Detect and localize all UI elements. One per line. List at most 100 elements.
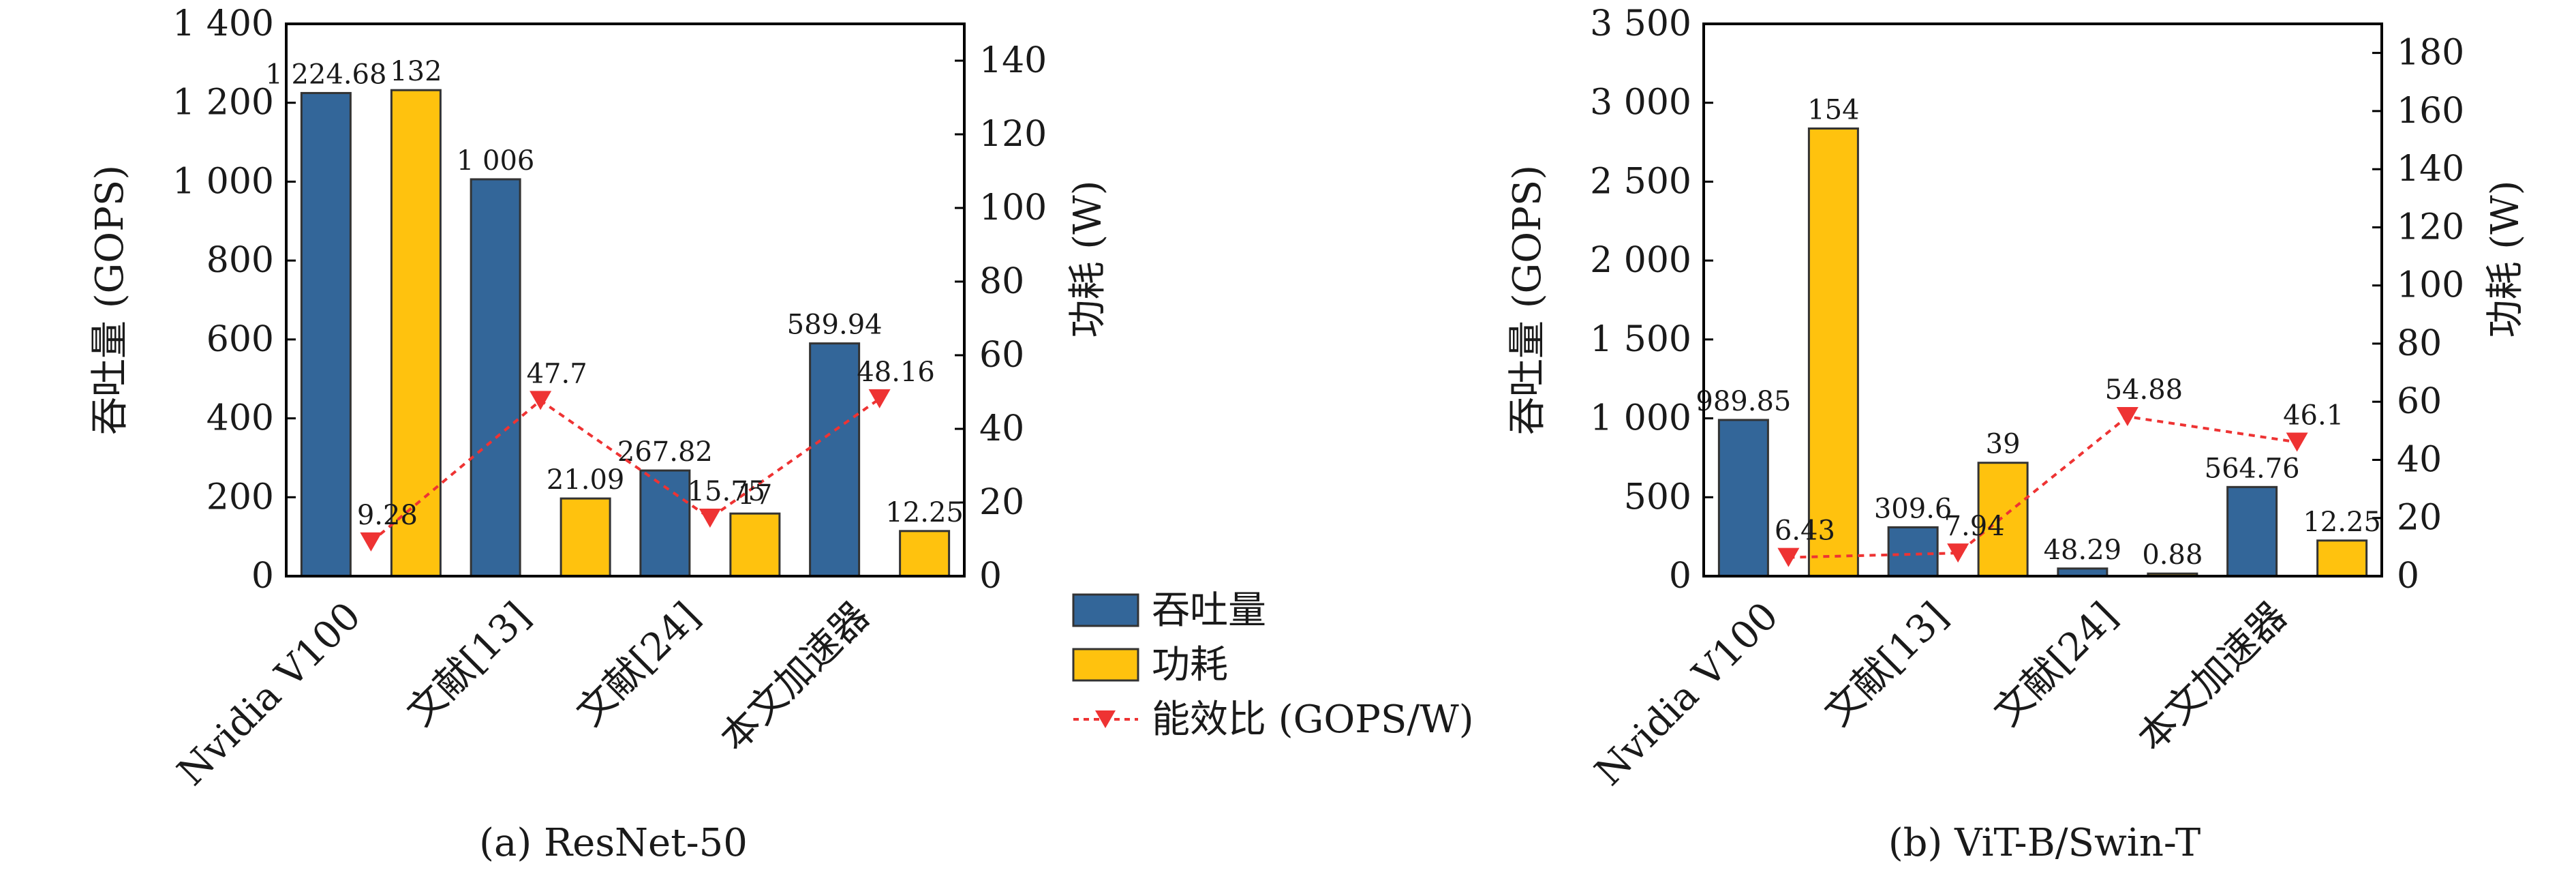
bar-throughput: [2226, 485, 2278, 578]
marker-efficiency: [360, 532, 382, 552]
y2-axis-label: 功耗 (W): [1066, 180, 1110, 338]
legend-label-efficiency: 能效比 (GOPS/W): [1152, 698, 1474, 742]
plot-frame: [1702, 22, 2383, 578]
x-tick-label: 本文加速器: [712, 594, 878, 760]
y2-tick-label: 80: [979, 261, 1024, 302]
y-tick-label: 1 000: [1590, 398, 1691, 439]
y2-tick-label: 80: [2397, 323, 2442, 364]
y2-tick-label: 60: [979, 335, 1024, 376]
legend-label-power: 功耗: [1152, 643, 1228, 687]
y-tick-label: 200: [206, 477, 274, 518]
y2-tick-label: 140: [2397, 149, 2464, 190]
bar-power: [729, 512, 781, 578]
legend-swatch-power: [1072, 648, 1139, 682]
data-label-efficiency: 47.7: [527, 358, 587, 389]
plot-frame: [285, 22, 966, 578]
y-tick-label: 600: [206, 319, 274, 360]
marker-efficiency: [1777, 548, 1800, 567]
bar-throughput: [1887, 526, 1939, 578]
data-label-efficiency: 48.16: [857, 357, 935, 388]
y-tick-label: 1 000: [172, 161, 274, 202]
data-label-throughput: 589.94: [787, 310, 883, 341]
bar-throughput: [300, 91, 352, 578]
data-label-efficiency: 9.28: [357, 500, 418, 531]
chart-panel-resnet50: 0 200 400 600 800 1 000 1 200 1 400 0 20 40 60 80 100…: [88, 3, 1110, 865]
y2-tick-label: 160: [2397, 91, 2464, 132]
line-efficiency: [1788, 415, 2297, 559]
data-label-throughput: 989.85: [1696, 386, 1791, 417]
y2-tick-label: 20: [979, 482, 1024, 523]
bar-throughput: [1717, 419, 1769, 578]
data-label-throughput: 1 224.68: [265, 59, 386, 90]
panel-caption: (b) ViT-B/Swin-T: [1888, 821, 2201, 865]
x-tick-label: Nvidia V100: [169, 594, 369, 794]
bar-power: [559, 497, 611, 578]
y2-axis-label: 功耗 (W): [2483, 180, 2528, 338]
y-tick-label: 400: [206, 398, 274, 439]
x-tick-label: 本文加速器: [2130, 594, 2296, 760]
x-tick-label: 文献[13]: [1816, 594, 1957, 734]
y-tick-label: 800: [206, 240, 274, 281]
bar-power: [2316, 539, 2368, 578]
y2-tick-label: 100: [2397, 265, 2464, 306]
data-label-power: 132: [390, 56, 442, 87]
data-label-power: 12.25: [2303, 507, 2381, 538]
y2-tick-label: 100: [979, 188, 1047, 228]
x-tick-label: Nvidia V100: [1586, 594, 1787, 794]
data-label-efficiency: 6.43: [1775, 515, 1835, 547]
y-tick-label: 2 500: [1590, 161, 1691, 202]
y2-tick-label: 120: [2397, 207, 2464, 247]
legend: 吞吐量 功耗 能效比 (GOPS/W): [1072, 588, 1474, 742]
bar-throughput: [470, 178, 521, 578]
y2-tick-label: 0: [2397, 556, 2419, 597]
marker-efficiency: [1947, 543, 1969, 563]
bar-power: [1807, 127, 1859, 578]
y2-tick-label: 20: [2397, 498, 2442, 539]
legend-label-throughput: 吞吐量: [1152, 588, 1266, 633]
marker-efficiency: [530, 391, 552, 410]
panel-caption: (a) ResNet-50: [479, 821, 748, 865]
x-tick-label: 文献[24]: [1985, 594, 2126, 734]
x-tick-label: 文献[24]: [568, 594, 708, 734]
y-tick-label: 3 500: [1590, 3, 1691, 44]
bar-power: [899, 530, 951, 578]
x-tick-label: 文献[13]: [399, 594, 539, 734]
marker-efficiency: [699, 508, 721, 528]
legend-marker-efficiency: [1095, 710, 1116, 728]
data-label-throughput: 1 006: [457, 145, 535, 177]
y-tick-label: 0: [251, 556, 274, 597]
data-label-power: 0.88: [2142, 539, 2203, 571]
data-label-efficiency: 7.94: [1944, 511, 2005, 542]
data-label-efficiency: 46.1: [2283, 400, 2344, 431]
legend-swatch-throughput: [1072, 593, 1139, 627]
chart-panel-vit-swin: 0 500 1 000 1 500 2 000 2 500 3 000 3 500 0 20 40 6…: [1505, 3, 2528, 865]
data-label-power: 154: [1807, 94, 1859, 125]
y-tick-label: 1 200: [172, 82, 274, 123]
data-label-throughput: 564.76: [2205, 453, 2300, 484]
data-label-throughput: 48.29: [2044, 535, 2122, 566]
y2-tick-label: 180: [2397, 33, 2464, 74]
data-label-efficiency: 15.75: [688, 476, 766, 507]
y2-tick-label: 0: [979, 556, 1002, 597]
data-label-power: 21.09: [547, 464, 625, 496]
line-efficiency: [370, 397, 880, 543]
data-label-efficiency: 54.88: [2105, 374, 2183, 406]
marker-efficiency: [868, 389, 891, 408]
bar-power: [1977, 462, 2029, 578]
y-tick-label: 0: [1669, 556, 1691, 597]
y-axis-label: 吞吐量 (GOPS): [1505, 165, 1550, 435]
y2-tick-label: 40: [979, 408, 1024, 449]
y-tick-label: 2 000: [1590, 240, 1691, 281]
y2-tick-label: 40: [2397, 439, 2442, 480]
y-tick-label: 1 400: [172, 3, 274, 44]
y2-tick-label: 120: [979, 114, 1047, 155]
y2-tick-label: 60: [2397, 381, 2442, 422]
data-label-throughput: 309.6: [1874, 493, 1952, 524]
bar-throughput: [809, 342, 861, 578]
y-tick-label: 500: [1624, 477, 1691, 518]
y2-tick-label: 140: [979, 40, 1047, 81]
y-tick-label: 3 000: [1590, 82, 1691, 123]
marker-efficiency: [2286, 432, 2308, 452]
y-tick-label: 1 500: [1590, 319, 1691, 360]
